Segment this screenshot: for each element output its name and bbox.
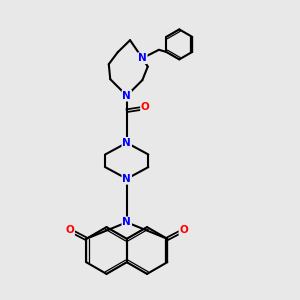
Text: N: N	[122, 91, 131, 101]
Text: O: O	[65, 225, 74, 235]
Text: N: N	[138, 53, 147, 63]
Text: O: O	[141, 102, 150, 112]
Text: N: N	[122, 217, 131, 227]
Text: O: O	[179, 225, 188, 235]
Text: N: N	[122, 138, 131, 148]
Text: N: N	[122, 174, 131, 184]
